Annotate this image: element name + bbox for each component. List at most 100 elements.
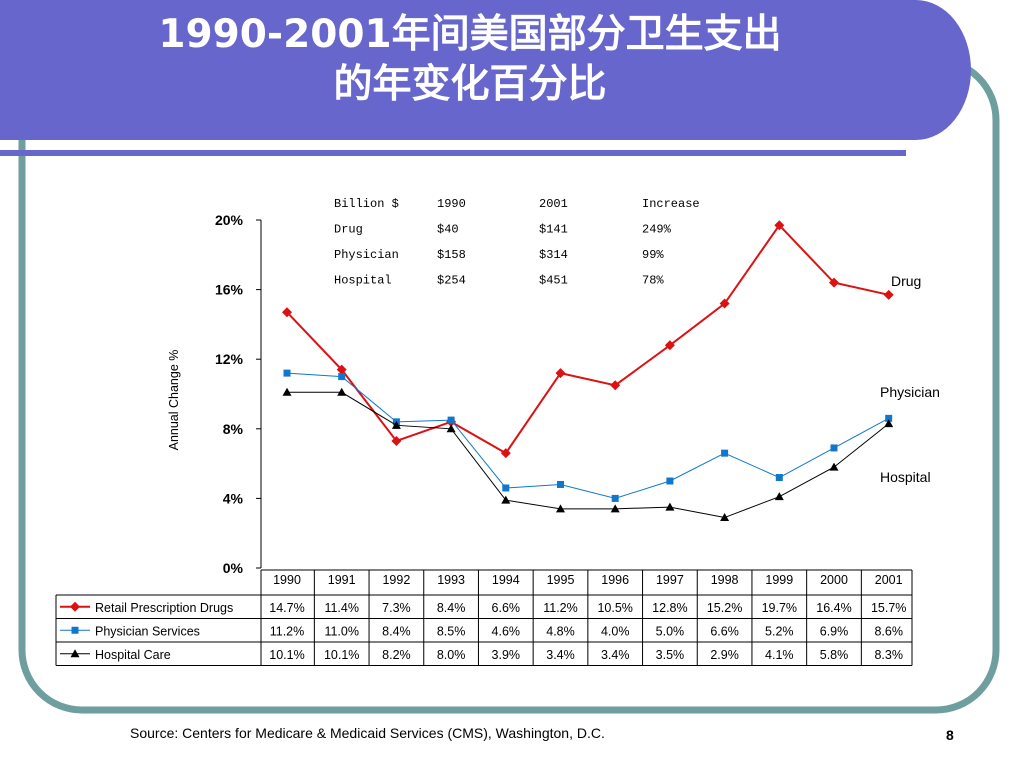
y-tick-label: 20%	[215, 212, 244, 228]
table-cell-value: 12.8%	[652, 601, 687, 615]
y-tick-label: 12%	[215, 351, 244, 367]
inset-table-cell: 99%	[642, 248, 664, 262]
table-cell-value: 8.0%	[437, 648, 466, 662]
table-cell-value: 3.5%	[656, 648, 685, 662]
table-cell-value: 6.6%	[710, 624, 739, 638]
x-tick-label: 1993	[437, 573, 465, 587]
table-cell-value: 10.5%	[597, 601, 632, 615]
data-point-physician	[885, 414, 893, 422]
data-point-drug	[555, 368, 566, 379]
page-title: 1990-2001年间美国部分卫生支出 的年变化百分比	[0, 10, 940, 110]
data-point-physician	[721, 449, 729, 457]
inset-table-header: 1990	[437, 197, 466, 211]
data-point-physician	[666, 477, 674, 485]
inset-table-cell: $158	[437, 248, 466, 262]
inset-table-header: 2001	[539, 197, 568, 211]
data-point-hospital	[70, 649, 80, 658]
legend-label: Physician Services	[95, 624, 200, 638]
data-point-drug	[774, 220, 785, 231]
data-point-hospital	[610, 504, 620, 513]
data-point-drug	[883, 289, 894, 300]
data-point-physician	[557, 480, 564, 488]
x-tick-label: 1995	[547, 573, 575, 587]
table-cell-value: 5.2%	[765, 624, 794, 638]
table-cell-value: 6.6%	[492, 601, 521, 615]
data-point-hospital	[829, 462, 839, 471]
table-cell-value: 8.5%	[437, 624, 466, 638]
x-tick-label: 1998	[711, 573, 739, 587]
table-cell-value: 6.9%	[820, 624, 849, 638]
x-tick-label: 2000	[820, 573, 848, 587]
data-point-hospital	[556, 504, 565, 513]
data-point-drug	[610, 380, 621, 391]
table-cell-value: 4.8%	[546, 624, 575, 638]
table-cell-value: 16.4%	[816, 601, 851, 615]
table-cell-value: 7.3%	[382, 601, 411, 615]
series-line-physician	[286, 372, 889, 499]
title-underline	[0, 150, 906, 156]
table-cell-value: 4.6%	[492, 624, 521, 638]
data-point-drug	[336, 364, 347, 375]
inset-table-cell: 78%	[642, 274, 664, 288]
series-end-label: Hospital	[880, 469, 931, 485]
y-tick-label: 4%	[223, 490, 244, 506]
y-tick-label: 16%	[215, 282, 244, 298]
inset-table-cell: $314	[539, 248, 568, 262]
x-tick-label: 1997	[656, 573, 684, 587]
data-point-drug	[70, 601, 80, 612]
legend-label: Hospital Care	[95, 648, 171, 662]
source-note: Source: Centers for Medicare & Medicaid …	[130, 725, 605, 741]
data-point-hospital	[720, 513, 730, 522]
x-tick-label: 1991	[328, 573, 356, 587]
series-end-label: Drug	[891, 273, 921, 289]
table-cell-value: 4.1%	[765, 648, 794, 662]
table-cell-value: 11.2%	[270, 624, 305, 638]
table-cell-value: 15.2%	[707, 601, 742, 615]
x-tick-label: 1996	[601, 573, 629, 587]
table-cell-value: 5.0%	[656, 624, 685, 638]
y-axis-label: Annual Change %	[167, 350, 181, 451]
data-point-physician	[502, 484, 510, 492]
series-line-hospital	[287, 391, 890, 519]
title-line-2: 的年变化百分比	[333, 62, 607, 107]
table-cell-value: 19.7%	[762, 601, 797, 615]
table-cell-value: 8.3%	[874, 648, 903, 662]
data-point-hospital	[282, 387, 292, 396]
table-cell-value: 2.9%	[710, 648, 739, 662]
inset-table-cell: $451	[539, 274, 568, 288]
inset-table-cell: Drug	[334, 223, 363, 237]
data-point-drug	[500, 448, 511, 459]
table-cell-value: 8.4%	[437, 601, 466, 615]
data-point-hospital	[337, 387, 347, 396]
table-cell-value: 4.0%	[601, 624, 630, 638]
table-cell-value: 11.4%	[324, 601, 359, 615]
table-cell-value: 10.1%	[324, 648, 359, 662]
data-point-physician	[830, 444, 838, 452]
table-cell-value: 11.0%	[324, 624, 359, 638]
inset-table-cell: 249%	[642, 223, 672, 237]
data-point-physician	[775, 474, 783, 482]
data-point-physician	[611, 494, 619, 502]
title-banner	[0, 0, 971, 140]
inset-table-cell: Physician	[334, 248, 399, 262]
y-tick-label: 8%	[223, 421, 244, 437]
data-point-drug	[391, 435, 402, 446]
inset-table-cell: $254	[437, 274, 466, 288]
data-point-physician	[283, 369, 291, 377]
table-cell-value: 5.8%	[820, 648, 849, 662]
table-cell-value: 8.2%	[382, 648, 411, 662]
table-cell-value: 10.1%	[269, 648, 304, 662]
data-point-drug	[664, 340, 675, 351]
data-point-drug	[719, 298, 730, 309]
data-point-physician	[71, 626, 79, 634]
table-cell-value: 3.4%	[601, 648, 630, 662]
table-cell-value: 14.7%	[269, 601, 304, 615]
x-tick-label: 1994	[492, 573, 520, 587]
data-point-drug	[282, 307, 292, 318]
series-line-drug	[286, 223, 889, 455]
data-point-drug	[829, 277, 839, 288]
table-cell-value: 8.4%	[382, 624, 411, 638]
series-end-label: Physician	[880, 384, 940, 400]
